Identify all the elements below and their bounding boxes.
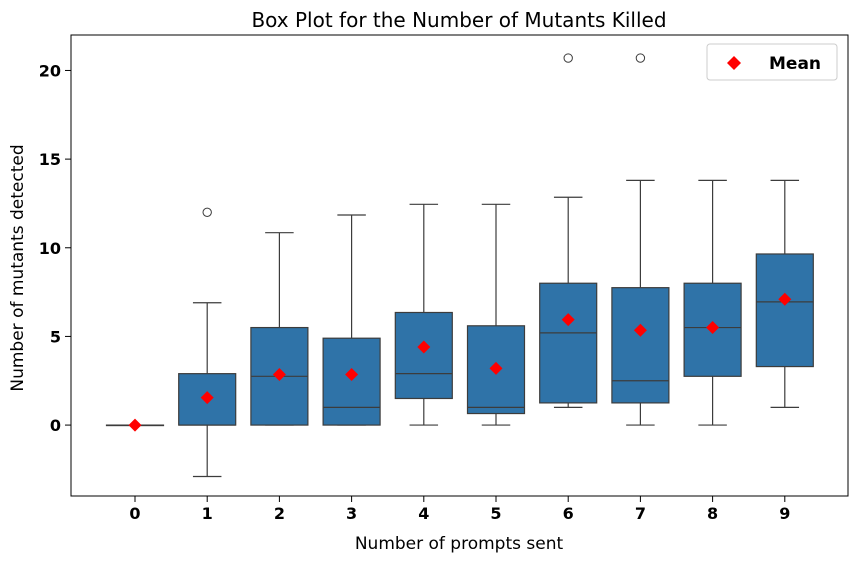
box-group-6 xyxy=(539,53,598,408)
mean-marker xyxy=(706,321,720,335)
legend-mean-marker xyxy=(727,56,741,70)
x-tick-label: 9 xyxy=(779,504,790,523)
box-group-4 xyxy=(394,203,453,426)
box-group-1 xyxy=(178,207,237,478)
x-tick-label: 6 xyxy=(563,504,574,523)
box-group-7 xyxy=(611,53,670,426)
legend-box xyxy=(706,43,838,81)
mean-marker xyxy=(489,361,503,375)
plot-frame xyxy=(70,34,849,497)
box-group-8 xyxy=(683,179,742,426)
x-tick-label: 0 xyxy=(129,504,140,523)
x-tick-label: 4 xyxy=(418,504,429,523)
mean-marker xyxy=(633,323,647,337)
x-tick-label: 7 xyxy=(635,504,646,523)
mean-marker xyxy=(417,340,431,354)
mean-marker xyxy=(272,368,286,382)
mean-marker xyxy=(128,418,142,432)
x-tick-label: 3 xyxy=(346,504,357,523)
mean-marker xyxy=(561,313,575,327)
box-group-5 xyxy=(466,203,526,426)
y-tick-label: 10 xyxy=(39,239,61,258)
box-iqr xyxy=(394,311,453,400)
box-iqr xyxy=(755,253,814,368)
y-tick-label: 5 xyxy=(50,327,61,346)
y-tick-label: 15 xyxy=(39,150,61,169)
chart-title: Box Plot for the Number of Mutants Kille… xyxy=(251,8,666,32)
outlier-point xyxy=(563,53,573,63)
box-group-3 xyxy=(322,214,381,426)
x-tick-label: 2 xyxy=(274,504,285,523)
outlier-point xyxy=(635,53,646,63)
y-tick-label: 0 xyxy=(50,416,61,435)
x-tick-label: 8 xyxy=(707,504,718,523)
x-tick-label: 1 xyxy=(202,504,213,523)
legend: Mean xyxy=(706,43,838,81)
box-iqr xyxy=(611,287,670,404)
box-group-0 xyxy=(105,418,165,432)
box-group-2 xyxy=(250,232,309,426)
plot-area xyxy=(105,53,814,478)
box-iqr xyxy=(322,337,381,426)
y-tick-label: 20 xyxy=(39,61,61,80)
y-axis-label: Number of mutants detected xyxy=(8,144,28,391)
x-axis-label: Number of prompts sent xyxy=(355,534,564,554)
mean-marker xyxy=(345,368,359,382)
outlier-point xyxy=(202,207,212,218)
box-iqr xyxy=(539,282,598,404)
mean-marker xyxy=(778,292,792,306)
mean-marker xyxy=(200,391,214,405)
legend-mean-label: Mean xyxy=(769,54,821,74)
x-tick-label: 5 xyxy=(490,504,501,523)
box-group-9 xyxy=(755,179,814,408)
